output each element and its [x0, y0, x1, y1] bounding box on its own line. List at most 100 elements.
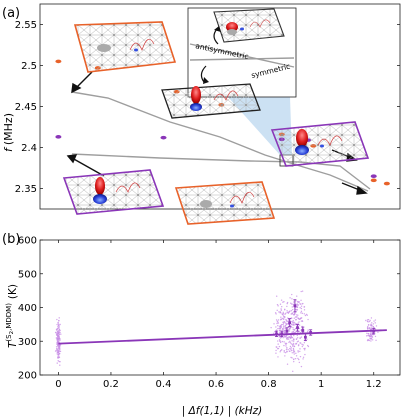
panel-b-scatter-point	[374, 328, 377, 330]
panel-b-scatter-point	[285, 336, 287, 338]
panel-b-scatter-point	[290, 323, 293, 325]
panel-b-scatter-point	[285, 334, 288, 337]
panel-b-fit-line	[58, 329, 387, 345]
panel-b-scatter-point	[57, 321, 59, 324]
panel-b-scatter-point	[295, 318, 297, 321]
panel-b-scatter-point	[278, 311, 280, 313]
panel-b-scatter-point	[296, 305, 298, 307]
panel-b-scatter-point	[288, 329, 290, 331]
panel-b-scatter-point	[298, 324, 301, 326]
panel-b-scatter-point	[372, 326, 374, 329]
panel-b-scatter-point	[56, 323, 58, 326]
panel-b-scatter-point	[279, 311, 281, 313]
panel-b-scatter-point	[281, 323, 283, 326]
panel-b-scatter-point	[270, 326, 272, 329]
panel-b-errorbar-point	[304, 335, 307, 339]
panel-b-scatter-point	[287, 337, 289, 339]
panel-b-scatter-point	[275, 352, 277, 354]
panel-b-scatter-point	[56, 340, 59, 342]
inset-top-blob-blue	[240, 27, 244, 31]
panel-b-scatter-point	[275, 349, 277, 352]
panel-b-scatter-point	[298, 318, 301, 320]
panel-b-scatter-point	[304, 353, 306, 356]
panel-b-scatter-point	[286, 363, 289, 365]
panel-b-xtick-label: 1.2	[366, 379, 382, 390]
panel-b-scatter-point	[57, 351, 59, 353]
panel-b-scatter-point	[289, 327, 291, 330]
panel-b-scatter-point	[295, 309, 297, 311]
panel-b-scatter-point	[372, 323, 375, 325]
mesh-left-bottom-red-lobe	[95, 177, 105, 195]
panel-b-errorbar-point	[296, 326, 299, 330]
panel-b-scatter-point	[290, 348, 292, 351]
panel-b-scatter-point	[57, 340, 60, 342]
panel-b-scatter-point	[289, 347, 291, 350]
panel-b-scatter-point	[290, 356, 292, 359]
panel-b-scatter-point	[375, 339, 377, 341]
panel-b-scatter-point	[295, 338, 298, 340]
panel-b-scatter-point	[282, 327, 285, 329]
panel-b-scatter-point	[369, 337, 371, 340]
panel-b-scatter-point	[57, 333, 59, 335]
panel-b-scatter-point	[281, 313, 283, 315]
panel-b-scatter-point	[370, 337, 373, 340]
panel-b-scatter-point	[278, 329, 281, 332]
panel-b-scatter-point	[291, 320, 293, 323]
panel-b-scatter-point	[287, 338, 290, 340]
panel-b-scatter-point	[59, 339, 61, 341]
panel-b-scatter-point	[366, 335, 368, 337]
panel-b-scatter-point	[282, 321, 284, 324]
panel-b-scatter-point	[284, 309, 286, 311]
panel-b-scatter-point	[55, 346, 58, 348]
panel-b-scatter-point	[285, 322, 287, 324]
panel-b-scatter-point	[277, 319, 280, 321]
panel-b-errorbars	[274, 299, 376, 342]
panel-b-scatter-point	[280, 349, 283, 351]
panel-b-scatter-point	[292, 347, 295, 350]
panel-b-scatter-point	[287, 348, 289, 351]
panel-b-scatter-point	[292, 320, 294, 322]
panel-a-point-purple	[370, 174, 377, 178]
panel-b-scatter-point	[275, 313, 277, 315]
panel-b-scatter-point	[366, 339, 369, 342]
mesh-right-mid-red-lobe	[296, 129, 308, 147]
panel-b-scatter-point	[292, 340, 295, 342]
panel-b-scatter-point	[301, 343, 303, 346]
panel-b-scatter-point	[297, 340, 300, 342]
panel-b-scatter-point	[56, 362, 58, 364]
panel-b-scatter-point	[297, 314, 299, 316]
panel-b-scatter-point	[276, 309, 278, 312]
panel-b-scatter-point	[292, 345, 294, 347]
panel-b-scatter-point	[283, 301, 285, 303]
panel-b-scatter-point	[284, 324, 287, 326]
panel-b-scatter-point	[291, 298, 293, 300]
panel-b-scatter-point	[58, 338, 61, 340]
panel-b-scatter-point	[300, 290, 302, 293]
panel-b-scatter-point	[367, 323, 370, 326]
panel-b-scatter-point	[59, 331, 61, 334]
panel-b-scatter-point	[57, 326, 59, 329]
panel-b-scatter-point	[297, 301, 299, 304]
mesh-top-left	[73, 21, 177, 73]
panel-b-scatter-point	[298, 358, 300, 361]
panel-b-scatter-point	[291, 357, 293, 359]
panel-b-scatter-point	[278, 345, 281, 348]
panel-b-scatter-point	[369, 335, 372, 338]
mesh-left-bottom-wave	[115, 182, 141, 193]
panel-b-scatter-point	[290, 349, 293, 352]
panel-b-scatter-point	[367, 326, 369, 328]
panel-b-scatter-point	[284, 342, 287, 345]
panel-b-scatter-point	[299, 350, 301, 353]
panel-b-scatter-point	[300, 312, 302, 314]
panel-b-scatter-point	[285, 323, 288, 326]
panel-b: 200 300 400 500 600 0 0.2 0.4 0.6 0.8 1 1.2 T(S2,MD…	[5, 236, 401, 417]
panel-b-scatter-point	[282, 314, 284, 316]
panel-b-scatter-point	[303, 313, 305, 315]
panel-b-scatter-point	[284, 351, 287, 354]
panel-b-scatter-point	[297, 303, 299, 306]
panel-b-xtick-label: 0.6	[208, 379, 224, 390]
mesh-top-left-wave	[129, 38, 155, 51]
panel-b-scatter-point	[283, 344, 285, 347]
panel-b-scatter-point	[288, 310, 291, 313]
panel-b-errorbar-point	[275, 332, 278, 336]
